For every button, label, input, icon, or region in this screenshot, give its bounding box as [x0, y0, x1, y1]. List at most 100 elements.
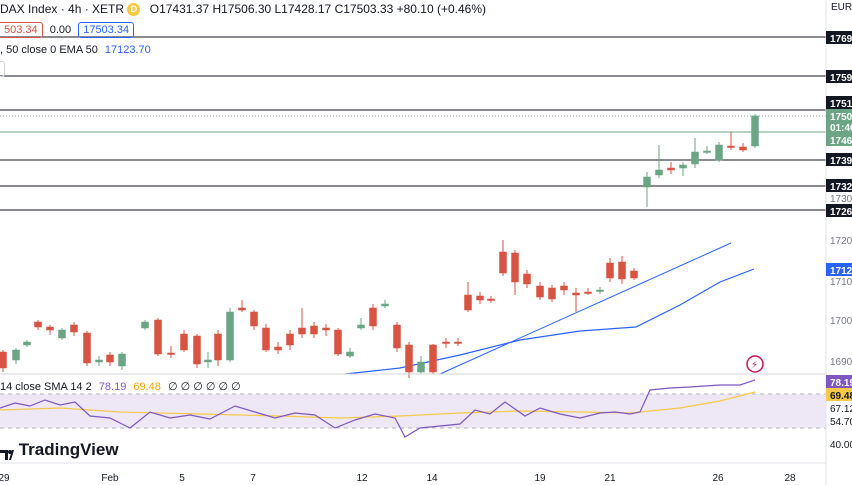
candle-down[interactable] — [536, 285, 544, 298]
candle-down[interactable] — [154, 319, 162, 355]
price-label-bg — [826, 70, 852, 83]
candle-down[interactable] — [429, 344, 437, 373]
price-label: 17517 — [830, 99, 852, 110]
rsi-axis-label: 40.00 — [830, 440, 852, 451]
candle-down[interactable] — [393, 324, 401, 349]
candle-down[interactable] — [167, 352, 175, 355]
candle-down[interactable] — [106, 354, 114, 363]
candle-up[interactable] — [703, 150, 711, 153]
candle-down[interactable] — [46, 326, 54, 331]
candle-down[interactable] — [476, 295, 484, 301]
candle-down[interactable] — [584, 291, 592, 294]
bolt-icon[interactable] — [746, 355, 764, 373]
candle-up[interactable] — [381, 303, 389, 307]
candle-down[interactable] — [405, 344, 413, 373]
candle-down[interactable] — [193, 335, 201, 365]
candle-down[interactable] — [34, 321, 42, 328]
rsi-label-bg — [826, 388, 852, 401]
rsi-axis-label: 69.48 — [830, 391, 852, 402]
ema-value: 17123.70 — [104, 44, 151, 56]
price-label: 17324 — [830, 182, 852, 193]
candle-down[interactable] — [442, 341, 450, 344]
candle-down[interactable] — [262, 327, 270, 351]
candle-down[interactable] — [310, 325, 318, 335]
market-closed-icon[interactable]: D — [127, 3, 141, 17]
tradingview-logo[interactable]: TradingView — [0, 440, 119, 460]
candle-down[interactable] — [0, 351, 7, 369]
candle-down[interactable] — [572, 292, 580, 296]
candle-down[interactable] — [274, 346, 282, 351]
candle-down[interactable] — [334, 329, 342, 355]
currency-label[interactable]: EUR — [831, 2, 852, 13]
price-label: 17123 — [830, 266, 852, 277]
candle-down[interactable] — [548, 287, 556, 300]
candle-up[interactable] — [118, 353, 126, 367]
candle-down[interactable] — [214, 333, 222, 361]
sell-button[interactable]: 503.34 — [0, 22, 43, 38]
candle-down[interactable] — [618, 261, 626, 280]
candle-down[interactable] — [298, 327, 306, 335]
price-label-bg — [826, 179, 852, 192]
rsi-axis-label: 67.12 — [830, 404, 852, 415]
candle-up[interactable] — [357, 324, 365, 329]
candle-down[interactable] — [464, 294, 472, 311]
candle-down[interactable] — [739, 146, 747, 151]
trend-line[interactable] — [439, 242, 732, 375]
ema-label[interactable]: , 50 close 0 EMA 50 — [0, 44, 98, 56]
main-pane[interactable] — [0, 0, 826, 374]
ohlc-values: O17431.37 H17506.30 L17428.17 C17503.33 … — [149, 2, 487, 16]
candle-up[interactable] — [643, 176, 651, 188]
candle-up[interactable] — [12, 349, 20, 361]
candle-up[interactable] — [58, 329, 66, 339]
candle-up[interactable] — [679, 164, 687, 169]
candle-down[interactable] — [511, 252, 519, 283]
price-label-bg — [826, 263, 852, 276]
candle-up[interactable] — [346, 351, 354, 357]
candle-down[interactable] — [560, 285, 568, 291]
candle-up[interactable] — [226, 311, 234, 361]
date-label: 12 — [356, 473, 368, 484]
candle-up[interactable] — [655, 169, 663, 176]
candle-up[interactable] — [715, 144, 723, 161]
candle-down[interactable] — [286, 333, 294, 346]
rsi-line — [0, 379, 756, 438]
price-label-bg — [826, 204, 852, 217]
price-label: 17599 — [830, 73, 852, 84]
candle-up[interactable] — [23, 341, 31, 346]
candle-up[interactable] — [95, 359, 103, 363]
candle-down[interactable] — [250, 311, 258, 327]
candle-down[interactable] — [322, 327, 330, 331]
candle-down[interactable] — [238, 307, 246, 311]
candle-down[interactable] — [369, 307, 377, 327]
candle-up[interactable] — [141, 321, 149, 329]
candle-down[interactable] — [180, 333, 188, 351]
candle-up[interactable] — [204, 359, 212, 363]
candle-down[interactable] — [499, 251, 507, 274]
candle-down[interactable] — [83, 332, 91, 364]
candle-down[interactable] — [523, 273, 531, 285]
collapse-legend-button[interactable] — [0, 61, 5, 77]
date-label: 28 — [784, 473, 796, 484]
rsi-label[interactable]: 14 close SMA 14 2 — [0, 381, 92, 393]
date-axis[interactable]: 29 Feb 5 7 12 14 19 21 26 28 — [0, 473, 796, 484]
date-label: 19 — [534, 473, 546, 484]
candle-up[interactable] — [417, 361, 425, 373]
candle-down[interactable] — [70, 324, 78, 333]
rsi-sma-value: 69.48 — [133, 381, 161, 393]
candle-up[interactable] — [751, 115, 759, 147]
candle-up[interactable] — [596, 289, 604, 292]
candle-down[interactable] — [727, 145, 735, 148]
candle-down[interactable] — [454, 341, 462, 344]
rsi-axis-label: 54.70 — [830, 417, 852, 428]
symbol-title[interactable]: DAX Index · 4h · XETR — [0, 2, 125, 16]
candle-up[interactable] — [691, 151, 699, 165]
candle-down[interactable] — [630, 270, 638, 279]
candle-down[interactable] — [667, 167, 675, 171]
candle-down[interactable] — [606, 262, 614, 279]
candle-down[interactable] — [487, 298, 495, 301]
date-label: 21 — [604, 473, 616, 484]
buy-button[interactable]: 17503.34 — [78, 22, 135, 38]
price-label-bg — [826, 120, 852, 133]
